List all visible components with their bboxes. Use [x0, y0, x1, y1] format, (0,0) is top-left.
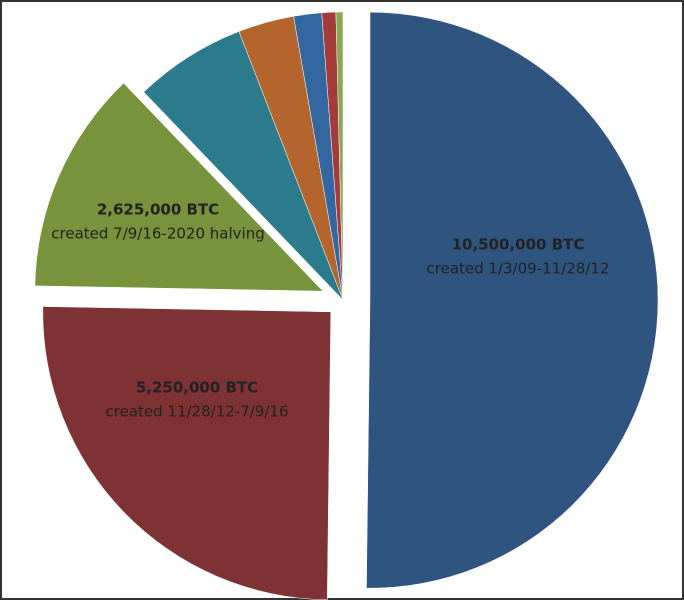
pie-slice: [42, 306, 332, 600]
value-label: 10,500,000 BTC: [452, 236, 585, 254]
slice-label: created 11/28/12-7/9/16: [106, 403, 289, 421]
value-label: 2,625,000 BTC: [97, 201, 219, 219]
slice-label: created 1/3/09-11/28/12: [427, 260, 610, 278]
pie-slice: [143, 31, 344, 301]
value-label: 5,250,000 BTC: [136, 379, 258, 397]
pie-slice: [366, 11, 659, 589]
pie-slice: [34, 82, 324, 292]
pie-slice: [335, 11, 344, 301]
slice-label: created 7/9/16-2020 halving: [51, 225, 264, 243]
